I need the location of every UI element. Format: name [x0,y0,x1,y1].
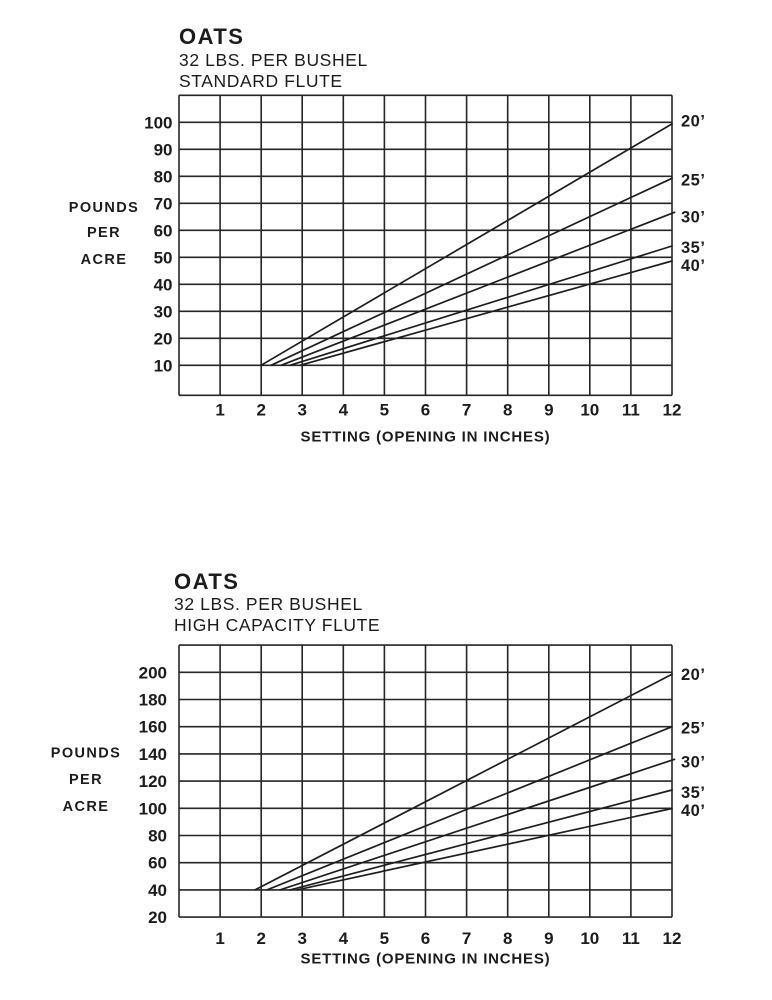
svg-text:25’: 25’ [681,172,705,190]
svg-text:120: 120 [139,772,167,791]
svg-text:POUNDS: POUNDS [51,745,121,761]
svg-text:SETTING (OPENING IN INCHES): SETTING (OPENING IN INCHES) [301,429,551,446]
svg-text:25’: 25’ [681,720,705,738]
svg-text:100: 100 [144,113,172,132]
svg-text:30’: 30’ [681,208,705,226]
svg-text:9: 9 [544,401,553,420]
svg-text:1: 1 [215,929,224,948]
svg-text:POUNDS: POUNDS [69,200,139,216]
svg-text:11: 11 [622,929,640,948]
svg-text:SETTING (OPENING IN INCHES): SETTING (OPENING IN INCHES) [301,951,551,968]
svg-text:3: 3 [297,401,306,420]
svg-text:1: 1 [215,401,224,420]
svg-text:20’: 20’ [681,113,705,131]
svg-text:100: 100 [139,799,167,818]
svg-text:180: 180 [139,691,167,710]
svg-text:40’: 40’ [681,802,705,820]
svg-text:40: 40 [148,881,167,900]
svg-text:12: 12 [663,929,682,948]
svg-text:20’: 20’ [681,666,705,684]
svg-text:8: 8 [503,929,512,948]
svg-text:30: 30 [154,302,173,321]
svg-text:50: 50 [154,248,173,267]
svg-text:3: 3 [297,929,306,948]
svg-text:160: 160 [139,718,167,737]
svg-text:5: 5 [380,929,389,948]
svg-text:35’: 35’ [681,239,705,257]
svg-text:32 LBS. PER BUSHEL: 32 LBS. PER BUSHEL [174,594,363,614]
svg-text:80: 80 [154,167,173,186]
svg-text:7: 7 [462,929,471,948]
svg-text:8: 8 [503,401,512,420]
svg-text:9: 9 [544,929,553,948]
svg-text:4: 4 [339,401,349,420]
svg-text:5: 5 [380,401,389,420]
svg-text:6: 6 [421,929,430,948]
svg-text:6: 6 [421,401,430,420]
svg-text:OATS: OATS [174,569,239,594]
svg-text:35’: 35’ [681,784,705,802]
svg-text:11: 11 [622,401,640,420]
svg-text:4: 4 [339,929,349,948]
svg-text:PER: PER [69,772,103,788]
svg-text:90: 90 [154,140,173,159]
svg-text:10: 10 [580,929,599,948]
svg-text:ACRE: ACRE [63,799,110,815]
svg-text:HIGH CAPACITY FLUTE: HIGH CAPACITY FLUTE [174,615,380,635]
svg-text:60: 60 [154,221,173,240]
svg-text:STANDARD FLUTE: STANDARD FLUTE [179,71,343,91]
svg-text:80: 80 [148,827,167,846]
svg-text:2: 2 [256,929,265,948]
svg-text:10: 10 [580,401,599,420]
svg-text:ACRE: ACRE [81,252,128,268]
svg-text:140: 140 [139,745,167,764]
svg-text:OATS: OATS [179,24,244,49]
svg-text:PER: PER [87,225,121,241]
svg-text:10: 10 [154,356,173,375]
svg-text:2: 2 [256,401,265,420]
svg-text:20: 20 [148,908,167,927]
svg-text:12: 12 [663,401,682,420]
svg-text:60: 60 [148,854,167,873]
svg-text:30’: 30’ [681,754,705,772]
svg-text:40: 40 [154,275,173,294]
svg-text:200: 200 [139,663,167,682]
svg-text:20: 20 [154,329,173,348]
svg-text:7: 7 [462,401,471,420]
svg-text:32 LBS. PER BUSHEL: 32 LBS. PER BUSHEL [179,50,368,70]
svg-text:70: 70 [154,194,173,213]
svg-text:40’: 40’ [681,257,705,275]
